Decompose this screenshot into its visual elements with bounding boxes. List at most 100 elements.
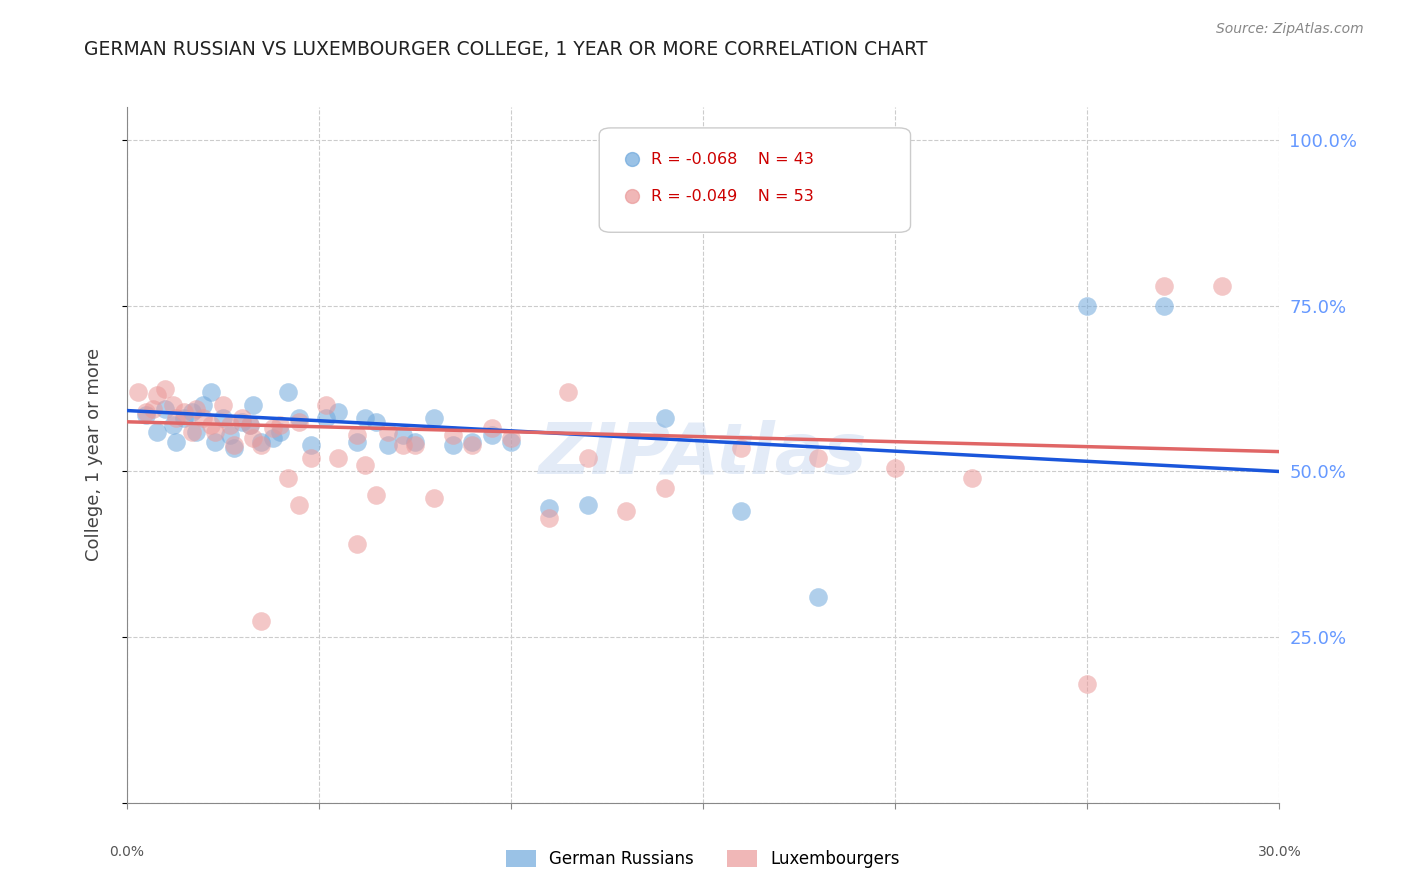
- Point: [180, 425, 202, 439]
- Point: [219, 418, 242, 433]
- Point: [277, 384, 299, 399]
- Point: [162, 418, 184, 433]
- Point: [288, 411, 311, 425]
- Point: [238, 418, 260, 433]
- Point: [315, 398, 337, 412]
- Point: [557, 384, 579, 399]
- Point: [481, 428, 503, 442]
- Text: 30.0%: 30.0%: [1257, 845, 1302, 858]
- Point: [654, 481, 676, 495]
- Point: [166, 411, 188, 425]
- Text: ZIPAtlas: ZIPAtlas: [538, 420, 868, 490]
- Point: [366, 488, 388, 502]
- Point: [538, 511, 561, 525]
- Text: GERMAN RUSSIAN VS LUXEMBOURGER COLLEGE, 1 YEAR OR MORE CORRELATION CHART: GERMAN RUSSIAN VS LUXEMBOURGER COLLEGE, …: [84, 40, 928, 59]
- Point: [224, 438, 246, 452]
- Point: [499, 431, 522, 445]
- Point: [288, 415, 311, 429]
- Point: [242, 431, 264, 445]
- Text: 0.0%: 0.0%: [110, 845, 143, 858]
- Text: Source: ZipAtlas.com: Source: ZipAtlas.com: [1216, 22, 1364, 37]
- Text: R = -0.049    N = 53: R = -0.049 N = 53: [651, 188, 814, 203]
- Point: [299, 438, 322, 452]
- Point: [269, 418, 291, 433]
- Point: [162, 398, 184, 412]
- Point: [200, 418, 222, 433]
- Point: [461, 438, 484, 452]
- Point: [377, 438, 399, 452]
- Point: [654, 411, 676, 425]
- Point: [166, 434, 188, 449]
- Point: [366, 415, 388, 429]
- Point: [193, 398, 215, 412]
- Point: [153, 401, 176, 416]
- Point: [200, 384, 222, 399]
- Point: [146, 388, 169, 402]
- Point: [730, 504, 752, 518]
- Point: [299, 451, 322, 466]
- Point: [392, 438, 415, 452]
- Point: [135, 405, 157, 419]
- Point: [173, 411, 195, 425]
- Point: [127, 384, 149, 399]
- Point: [184, 401, 207, 416]
- Point: [441, 438, 464, 452]
- Point: [231, 411, 253, 425]
- Point: [142, 401, 165, 416]
- Text: R = -0.068    N = 43: R = -0.068 N = 43: [651, 152, 814, 167]
- Point: [1153, 299, 1175, 313]
- Point: [576, 451, 599, 466]
- Point: [1211, 279, 1233, 293]
- Point: [173, 405, 195, 419]
- Point: [250, 438, 273, 452]
- Point: [614, 504, 637, 518]
- Point: [377, 425, 399, 439]
- Point: [346, 537, 368, 551]
- Point: [346, 434, 368, 449]
- Point: [499, 434, 522, 449]
- Point: [193, 411, 215, 425]
- Point: [730, 442, 752, 456]
- Point: [219, 428, 242, 442]
- Point: [224, 442, 246, 456]
- Point: [211, 398, 233, 412]
- Point: [353, 458, 375, 472]
- Point: [250, 434, 273, 449]
- Point: [269, 425, 291, 439]
- Point: [231, 415, 253, 429]
- Point: [242, 398, 264, 412]
- FancyBboxPatch shape: [599, 128, 911, 232]
- Point: [180, 405, 202, 419]
- Point: [441, 428, 464, 442]
- Point: [250, 614, 273, 628]
- Point: [135, 408, 157, 422]
- Point: [353, 411, 375, 425]
- Point: [576, 498, 599, 512]
- Point: [423, 491, 446, 505]
- Point: [262, 431, 284, 445]
- Point: [461, 434, 484, 449]
- Point: [538, 500, 561, 515]
- Point: [807, 591, 830, 605]
- Point: [481, 421, 503, 435]
- Point: [184, 425, 207, 439]
- Point: [423, 411, 446, 425]
- Point: [884, 461, 907, 475]
- Point: [238, 418, 260, 433]
- Point: [315, 411, 337, 425]
- Point: [277, 471, 299, 485]
- Point: [807, 451, 830, 466]
- Point: [404, 438, 426, 452]
- Point: [1076, 299, 1098, 313]
- Point: [204, 434, 226, 449]
- Point: [392, 428, 415, 442]
- Point: [211, 411, 233, 425]
- Point: [404, 434, 426, 449]
- Point: [1076, 676, 1098, 690]
- Point: [346, 428, 368, 442]
- Point: [288, 498, 311, 512]
- Point: [262, 421, 284, 435]
- Y-axis label: College, 1 year or more: College, 1 year or more: [84, 349, 103, 561]
- Point: [1153, 279, 1175, 293]
- Point: [326, 405, 349, 419]
